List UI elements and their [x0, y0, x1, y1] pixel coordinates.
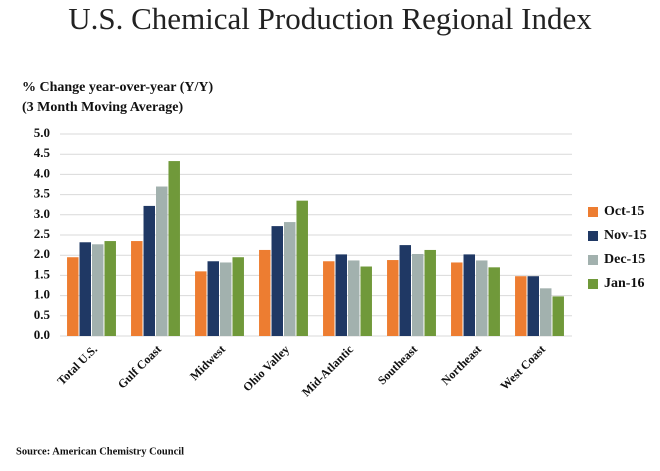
- chart-title: U.S. Chemical Production Regional Index: [68, 1, 592, 36]
- x-tick-label: Ohio Valley: [240, 342, 292, 394]
- x-tick-label: Midwest: [187, 342, 228, 383]
- x-tick-label: Southeast: [375, 342, 420, 387]
- bar: [79, 242, 91, 336]
- bar: [271, 226, 283, 336]
- bar: [207, 261, 219, 336]
- bar: [168, 161, 180, 336]
- bar: [540, 288, 552, 336]
- bar: [92, 244, 104, 336]
- y-tick-label: 4.0: [34, 165, 50, 180]
- y-tick-label: 1.5: [34, 266, 51, 281]
- bar: [67, 257, 79, 336]
- bar: [232, 257, 244, 336]
- y-tick-label: 3.0: [34, 206, 50, 221]
- bar: [412, 253, 424, 336]
- bar: [220, 262, 232, 336]
- bar: [552, 296, 564, 336]
- bar: [451, 262, 463, 336]
- x-tick-label: Gulf Coast: [115, 342, 164, 391]
- bar: [399, 245, 411, 336]
- legend-label: Nov-15: [604, 228, 647, 243]
- x-tick-label: Total U.S.: [54, 342, 100, 388]
- bar: [488, 267, 500, 336]
- bar: [131, 241, 143, 336]
- bar: [143, 205, 155, 336]
- x-tick-label: West Coast: [497, 342, 548, 393]
- legend-label: Dec-15: [604, 252, 645, 267]
- bar: [424, 249, 436, 336]
- subtitle: % Change year-over-year (Y/Y): [22, 80, 213, 95]
- y-tick-label: 0.0: [34, 327, 50, 342]
- legend-swatch: [588, 231, 598, 241]
- y-tick-label: 0.5: [34, 307, 51, 322]
- bar: [323, 261, 335, 336]
- bar: [296, 200, 308, 336]
- y-tick-label: 4.5: [34, 145, 51, 160]
- bar: [515, 276, 527, 336]
- y-tick-label: 5.0: [34, 125, 50, 140]
- x-tick-label: Northeast: [438, 342, 484, 388]
- bar: [387, 260, 399, 336]
- bar: [476, 260, 488, 336]
- y-tick-label: 3.5: [34, 186, 51, 201]
- legend-label: Jan-16: [604, 276, 644, 291]
- bar: [348, 260, 360, 336]
- legend-swatch: [588, 207, 598, 217]
- bar: [259, 249, 271, 336]
- bar: [360, 266, 372, 336]
- legend-label: Oct-15: [604, 204, 644, 219]
- source: Source: American Chemistry Council: [16, 446, 184, 457]
- bar: [156, 186, 168, 336]
- y-tick-label: 2.0: [34, 246, 50, 261]
- y-tick-label: 2.5: [34, 226, 51, 241]
- bar: [527, 276, 539, 336]
- bar: [195, 271, 207, 336]
- legend-swatch: [588, 279, 598, 289]
- bar: [335, 254, 347, 336]
- bar: [463, 254, 475, 336]
- subtitle: (3 Month Moving Average): [22, 100, 183, 115]
- bar: [284, 222, 296, 336]
- y-tick-label: 1.0: [34, 287, 50, 302]
- bar: [104, 241, 116, 336]
- x-tick-label: Mid-Atlantic: [299, 342, 357, 400]
- legend-swatch: [588, 255, 598, 265]
